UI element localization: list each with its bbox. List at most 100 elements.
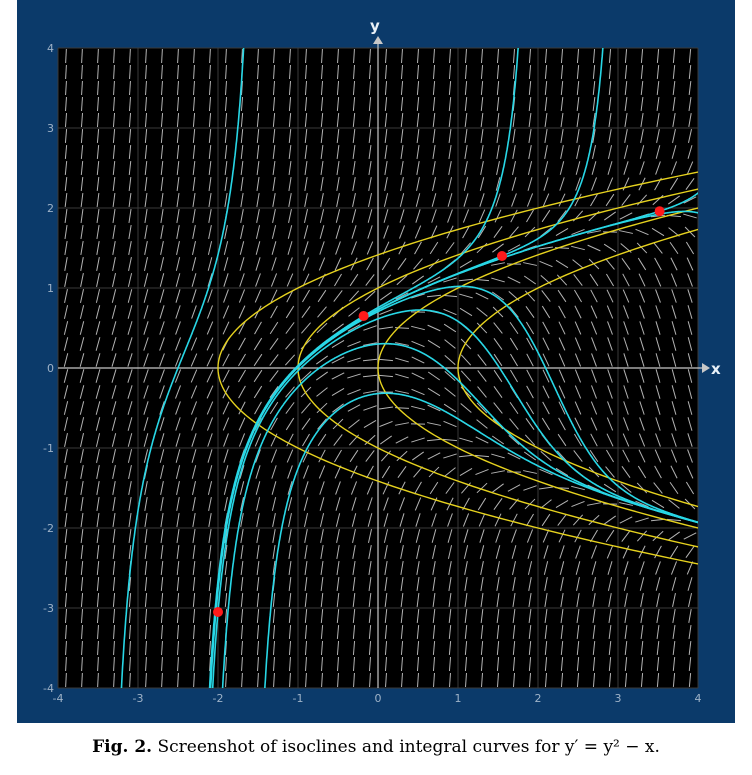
slope-mark [191,433,197,447]
slope-mark [528,608,532,624]
slope-mark [127,321,133,335]
slope-mark [683,532,697,540]
slope-mark [96,112,100,128]
slope-mark [285,402,295,414]
slope-mark [239,257,245,271]
slope-mark [399,497,405,511]
slope-mark [160,608,164,624]
slope-mark [476,242,488,254]
slope-mark [590,401,598,415]
slope-mark [432,656,436,672]
slope-mark [639,161,645,175]
slope-mark [65,80,67,96]
slope-mark [241,640,243,656]
slope-mark [208,624,212,640]
slope-mark [143,289,149,303]
slope-mark [192,560,196,576]
slope-mark [79,321,85,335]
slope-mark [576,129,580,143]
slope-mark [447,193,453,207]
slope-mark [528,96,532,112]
slope-mark [574,529,582,543]
slope-mark [639,145,645,159]
slope-mark [368,144,372,160]
slope-mark [384,161,388,175]
slope-mark [175,433,181,447]
slope-mark [400,592,404,608]
slope-mark [688,48,692,64]
slope-mark [528,656,532,672]
slope-mark [511,529,517,543]
slope-mark [319,209,325,223]
slope-mark [573,274,583,286]
slope-mark [447,513,453,527]
slope-mark [304,80,308,96]
slope-mark [270,449,278,463]
slope-mark [129,656,131,672]
slope-mark [511,545,517,559]
slope-mark [400,112,404,128]
slope-mark [621,530,631,542]
slope-mark [672,129,676,143]
slope-mark [176,160,180,176]
slope-mark [256,177,260,191]
slope-mark [255,481,261,495]
slope-mark [320,80,324,96]
slope-mark [574,369,582,383]
slope-mark [672,64,676,80]
slope-mark [319,225,325,239]
slope-mark [160,241,164,255]
slope-mark [523,470,537,474]
slope-mark [576,112,580,128]
slope-mark [159,385,165,399]
slope-mark [542,353,550,367]
slope-mark [429,241,439,255]
slope-mark [411,405,425,411]
slope-mark [192,209,196,223]
slope-mark [222,401,230,415]
slope-mark [285,386,295,398]
slope-mark [493,338,503,350]
slope-mark [64,273,68,287]
slope-mark [526,513,534,527]
slope-mark [304,608,308,624]
slope-mark [112,465,116,479]
slope-mark [574,321,582,335]
x-tick-label: 1 [455,692,462,705]
slope-mark [542,529,550,543]
slope-mark [635,500,649,508]
slope-mark [128,176,132,192]
slope-mark [592,640,596,656]
slope-mark [272,608,276,624]
slope-mark [287,481,293,495]
slope-mark [416,128,420,144]
slope-mark [352,144,356,160]
slope-mark [368,576,372,592]
integral-curve [211,309,698,688]
slope-mark [640,609,644,623]
slope-mark [555,228,569,236]
slope-mark [558,369,566,383]
slope-mark [303,209,309,223]
slope-mark [607,561,613,575]
slope-mark [285,322,295,334]
slope-mark [380,435,392,445]
slope-mark [302,273,310,287]
slope-mark [80,449,84,463]
slope-mark [524,290,536,302]
slope-mark [64,176,68,192]
slope-mark [129,624,131,640]
slope-mark [81,672,83,688]
slope-mark [127,449,133,463]
slope-mark [656,64,660,80]
slope-mark [80,176,84,192]
slope-mark [590,321,598,335]
slope-mark [206,369,214,383]
slope-mark [528,624,532,640]
slope-mark [544,624,548,640]
slope-mark [80,497,84,511]
slope-mark [637,465,647,479]
slope-mark [304,560,308,576]
slope-mark [560,640,564,656]
slope-mark [651,499,665,509]
